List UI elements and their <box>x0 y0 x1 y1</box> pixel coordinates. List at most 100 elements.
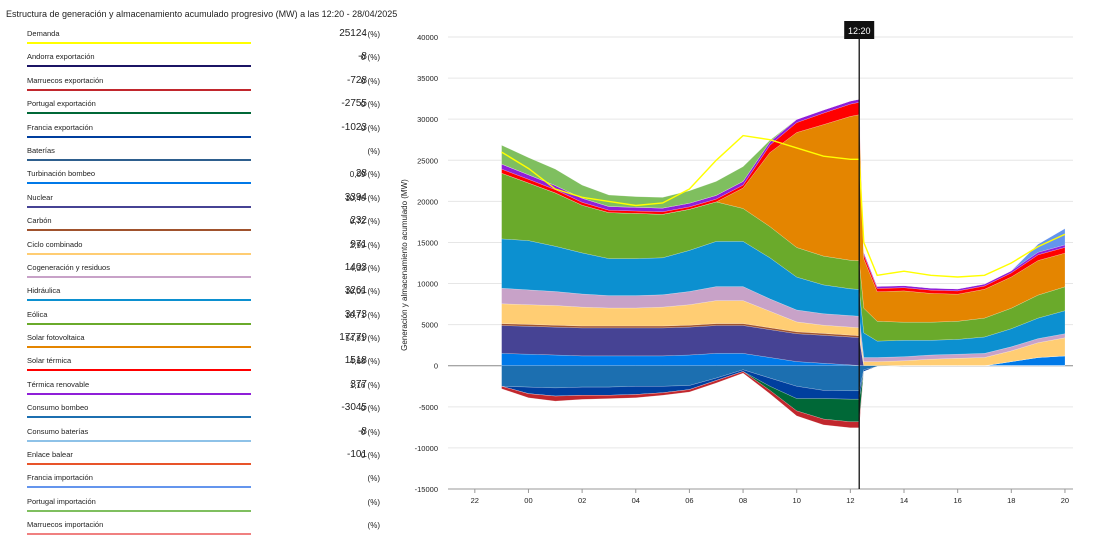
legend-swatch <box>27 65 251 68</box>
legend-percent: (%) <box>367 474 380 484</box>
legend-value: 971 <box>350 238 367 250</box>
legend-swatch <box>27 463 251 466</box>
legend-swatch <box>27 322 251 325</box>
legend-label: Portugal exportación <box>27 99 96 109</box>
legend-swatch <box>27 369 251 372</box>
legend-value: -8 <box>358 425 367 437</box>
cursor-label: 12:20 <box>848 26 871 36</box>
y-tick-label: 0 <box>434 362 438 371</box>
x-tick-label: 14 <box>900 496 908 505</box>
legend-item[interactable]: Hidráulica 3261 10,05 (%) <box>27 283 387 306</box>
legend-percent: 4,33 (%) <box>349 263 380 273</box>
legend-item[interactable]: Marruecos importación (%) <box>27 517 387 540</box>
legend-swatch <box>27 205 251 208</box>
legend-label: Turbinación bombeo <box>27 169 96 179</box>
chart-title: Estructura de generación y almacenamient… <box>6 9 398 19</box>
y-axis-label: Generación y almacenamiento acumulado (M… <box>400 179 409 351</box>
legend-item[interactable]: Portugal importación (%) <box>27 494 387 517</box>
legend-item[interactable]: Térmica renovable 377 1,16 (%) <box>27 377 387 400</box>
legend-value: -1023 <box>341 121 367 133</box>
legend-percent: 0 (%) <box>360 404 380 414</box>
x-tick-label: 22 <box>471 496 479 505</box>
legend-label: Baterías <box>27 145 55 155</box>
legend-item[interactable]: Francia importación (%) <box>27 470 387 493</box>
legend-percent: 0 (%) <box>360 53 380 63</box>
legend-item[interactable]: Consumo baterías -8 0 (%) <box>27 424 387 447</box>
legend-item[interactable]: Carbón 232 0,72 (%) <box>27 213 387 236</box>
line-demanda <box>501 134 1066 278</box>
legend-item[interactable]: Eólica 3473 10,71 (%) <box>27 307 387 330</box>
y-tick-label: 35000 <box>417 74 438 83</box>
legend-value: -8 <box>358 51 367 63</box>
legend-item[interactable]: Portugal exportación -2755 0 (%) <box>27 96 387 119</box>
legend-swatch <box>27 275 251 278</box>
legend-percent: 54,81 (%) <box>345 334 380 344</box>
legend-item[interactable]: Marruecos exportación -728 0 (%) <box>27 73 387 96</box>
legend-percent: 0 (%) <box>360 76 380 86</box>
legend-item[interactable]: Consumo bombeo -3045 0 (%) <box>27 400 387 423</box>
legend-swatch <box>27 392 251 395</box>
legend-label: Andorra exportación <box>27 52 95 62</box>
y-tick-label: -15000 <box>415 485 438 494</box>
legend-value: 1403 <box>344 261 367 273</box>
legend-item[interactable]: Solar térmica 1518 4,68 (%) <box>27 353 387 376</box>
legend-label: Eólica <box>27 309 48 319</box>
legend-item[interactable]: Nuclear 3394 10,46 (%) <box>27 190 387 213</box>
legend-swatch <box>27 486 251 489</box>
legend-value: 1518 <box>344 355 367 367</box>
area-hidr-ulica <box>501 238 1066 358</box>
area-portugal-importaci-n <box>501 98 1066 290</box>
area-solar-t-rmica <box>501 102 1066 295</box>
legend-percent: 0,09 (%) <box>349 170 380 180</box>
legend-item[interactable]: Demanda 25124- (%) <box>27 26 387 49</box>
legend-percent: 0 (%) <box>360 123 380 133</box>
area-carb-n <box>501 323 1066 366</box>
legend-value: -2755 <box>341 98 367 110</box>
series-areas <box>501 98 1066 428</box>
legend-value: -3045 <box>341 402 367 414</box>
x-tick-label: 20 <box>1061 496 1069 505</box>
legend-item[interactable]: Francia exportación -1023 0 (%) <box>27 120 387 143</box>
legend-percent: 10,71 (%) <box>345 310 380 320</box>
legend-item[interactable]: Cogeneración y residuos 1403 4,33 (%) <box>27 260 387 283</box>
legend-value: 232 <box>350 215 367 227</box>
area-nuclear <box>501 325 1066 366</box>
grid <box>448 36 1073 490</box>
legend-percent: 10,46 (%) <box>345 193 380 203</box>
legend-percent: 0,72 (%) <box>349 217 380 227</box>
legend-value: 17779 <box>339 332 367 344</box>
legend-percent: 2,99 (%) <box>349 240 380 250</box>
legend-value: 377 <box>350 378 367 390</box>
legend-item[interactable]: Andorra exportación -8 0 (%) <box>27 49 387 72</box>
legend-swatch <box>27 88 251 91</box>
legend-swatch <box>27 439 251 442</box>
legend-percent: - (%) <box>362 30 380 39</box>
legend-item[interactable]: Solar fotovoltaica 17779 54,81 (%) <box>27 330 387 353</box>
legend-item[interactable]: Baterías (%) <box>27 143 387 166</box>
y-tick-label: -5000 <box>419 403 438 412</box>
legend-label: Francia importación <box>27 473 93 483</box>
legend-item[interactable]: Ciclo combinado 971 2,99 (%) <box>27 237 387 260</box>
legend-swatch <box>27 42 251 44</box>
y-tick-label: 20000 <box>417 197 438 206</box>
legend-swatch <box>27 112 251 115</box>
x-tick-label: 06 <box>685 496 693 505</box>
legend-label: Carbón <box>27 216 52 226</box>
legend-value: 28 <box>355 168 367 180</box>
y-tick-label: 15000 <box>417 238 438 247</box>
area-francia-exportaci-n <box>501 365 1065 400</box>
legend-item[interactable]: Enlace balear -101 0 (%) <box>27 447 387 470</box>
legend-value: 3473 <box>344 308 367 320</box>
area-t-rmica-renovable <box>501 98 1066 292</box>
legend-label: Térmica renovable <box>27 379 90 389</box>
legend-item[interactable]: Turbinación bombeo 28 0,09 (%) <box>27 166 387 189</box>
legend: Demanda 25124- (%) Andorra exportación -8 0 … <box>27 26 387 541</box>
legend-percent: (%) <box>367 146 380 156</box>
area-consumo-bombeo <box>501 365 1065 391</box>
legend-swatch <box>27 135 251 138</box>
area-turbinaci-n-bombeo <box>501 353 1066 366</box>
x-tick-label: 04 <box>632 496 640 505</box>
area-cogeneraci-n-y-residuos <box>501 286 1066 362</box>
legend-percent: 0 (%) <box>360 100 380 110</box>
legend-label: Consumo baterías <box>27 426 89 436</box>
